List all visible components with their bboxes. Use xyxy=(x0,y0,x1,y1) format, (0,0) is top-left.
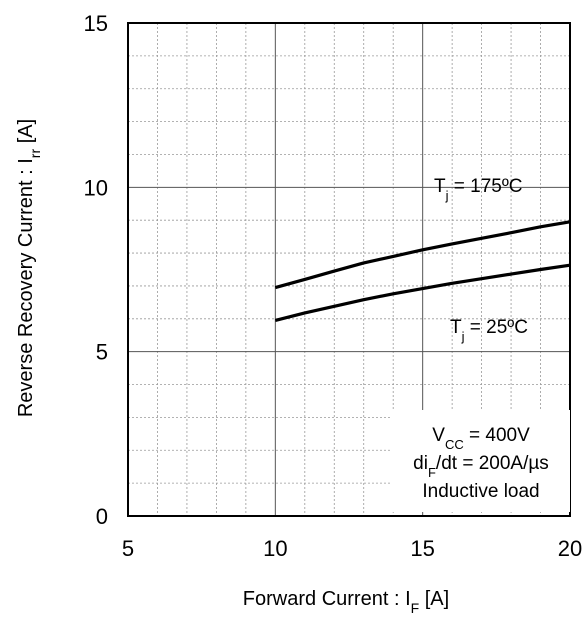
annotation-tj-25: Tj = 25ºC xyxy=(450,317,528,344)
condition-vcc-main: V xyxy=(432,425,445,446)
annotation-tj-25-main: T xyxy=(450,317,462,338)
y-tick-label: 5 xyxy=(96,340,108,365)
condition-vcc-sub: CC xyxy=(445,437,464,452)
annotation-tj-175-rest: = 175ºC xyxy=(449,176,523,197)
condition-didt-main: di xyxy=(413,453,428,474)
series-group xyxy=(274,220,571,322)
annotation-tj-175-sub: j xyxy=(445,188,449,203)
x-axis-title-sub: F xyxy=(411,600,420,613)
condition-vcc-rest: = 400V xyxy=(464,425,530,446)
plot-frame xyxy=(127,22,571,517)
series-line-tj-25 xyxy=(274,263,571,322)
x-tick-label: 15 xyxy=(410,536,434,561)
y-tick-label: 15 xyxy=(84,11,108,36)
annotation-tj-25-sub: j xyxy=(461,329,465,344)
y-tick-label: 0 xyxy=(96,504,108,529)
condition-load: Inductive load xyxy=(422,481,539,502)
x-axis-title: Forward Current : IF [A] xyxy=(243,588,449,613)
x-tick-label: 20 xyxy=(558,536,582,561)
condition-didt-sub: F xyxy=(428,465,436,480)
condition-vcc: VCC = 400V xyxy=(432,425,530,452)
x-axis-title-unit: [A] xyxy=(419,588,449,610)
x-axis-title-main: Forward Current : I xyxy=(243,588,411,610)
y-tick-label: 10 xyxy=(84,175,108,200)
annotation-tj-175-main: T xyxy=(434,176,446,197)
condition-didt: diF/dt = 200A/µs xyxy=(413,453,549,480)
condition-load-main: Inductive load xyxy=(422,481,539,502)
y-axis-title-main: Reverse Recovery Current : I xyxy=(15,158,37,417)
annotation-tj-25-rest: = 25ºC xyxy=(465,317,528,338)
annotation-tj-175: Tj = 175ºC xyxy=(434,176,523,203)
y-axis-title-sub: rr xyxy=(27,149,43,159)
x-tick-label: 10 xyxy=(263,536,287,561)
x-tick-label: 5 xyxy=(122,536,134,561)
conditions-box-background xyxy=(392,410,570,512)
y-axis-title-unit: [A] xyxy=(15,119,37,149)
grid xyxy=(128,23,570,516)
y-axis-title: Reverse Recovery Current : Irr [A] xyxy=(15,119,43,417)
series-line-tj-175 xyxy=(274,220,571,290)
condition-didt-rest: /dt = 200A/µs xyxy=(436,453,549,474)
